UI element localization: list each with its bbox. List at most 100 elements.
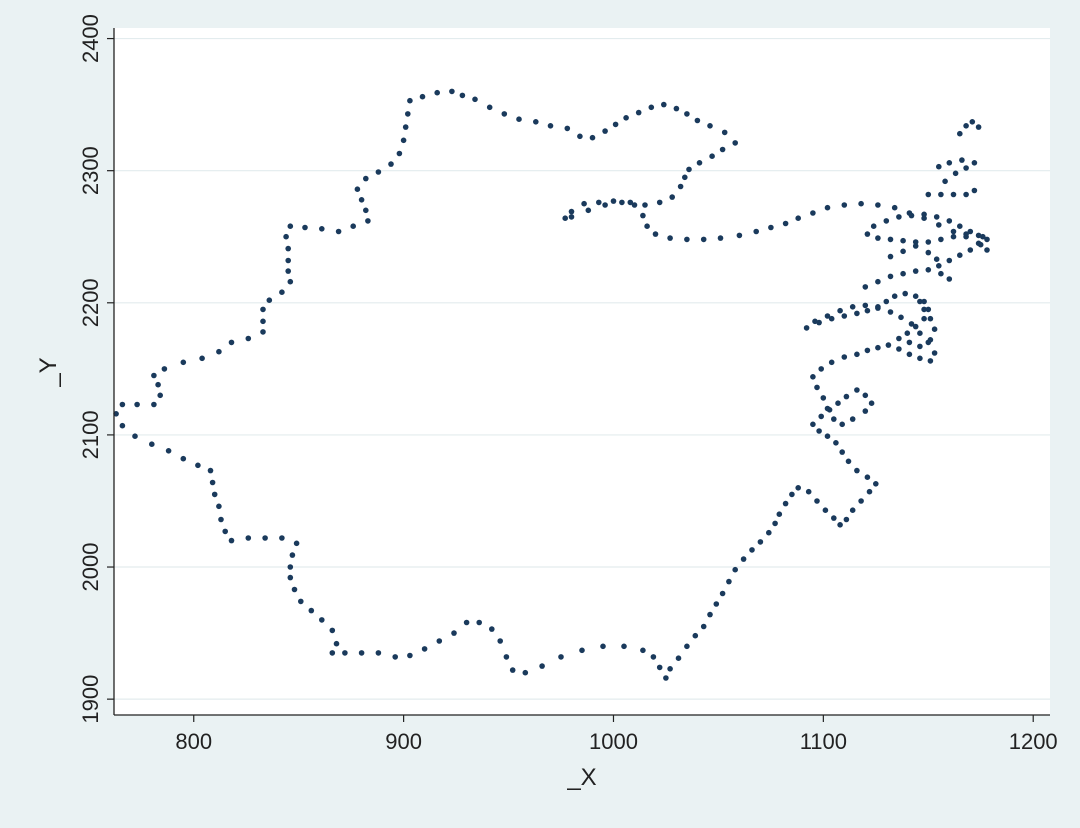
data-point [818, 413, 824, 420]
data-point [245, 535, 252, 541]
data-point [831, 515, 837, 521]
data-point [963, 165, 969, 171]
data-point [837, 307, 843, 314]
data-point [610, 198, 617, 204]
data-point [835, 400, 841, 407]
data-point [822, 507, 829, 513]
data-point [887, 309, 894, 315]
data-point [149, 441, 155, 448]
data-point [803, 325, 810, 331]
data-point [936, 163, 942, 170]
data-point [912, 243, 919, 249]
data-point [963, 231, 969, 237]
data-point [849, 304, 856, 310]
data-point [782, 500, 789, 507]
data-point [726, 578, 732, 585]
data-point [824, 204, 831, 211]
data-point [875, 278, 881, 285]
data-point [449, 88, 455, 95]
data-point [342, 650, 348, 656]
data-point [721, 129, 728, 136]
data-point [967, 247, 974, 253]
data-point [652, 231, 659, 237]
data-point [451, 630, 457, 636]
data-point [849, 507, 856, 513]
data-point [950, 233, 957, 240]
data-point [134, 401, 140, 408]
data-point [161, 366, 168, 372]
data-point [875, 304, 881, 310]
data-point [363, 175, 369, 182]
data-point [931, 326, 938, 333]
data-point [579, 647, 585, 654]
data-point [539, 663, 545, 669]
data-point [971, 187, 978, 194]
data-point [631, 202, 638, 208]
data-point [795, 485, 801, 491]
data-point [917, 355, 923, 362]
data-point [776, 511, 783, 517]
data-point [854, 310, 860, 317]
data-point [476, 619, 483, 626]
data-point [975, 232, 982, 239]
data-point [686, 166, 692, 173]
data-point [260, 329, 266, 335]
data-point [558, 654, 564, 660]
data-point [113, 411, 119, 417]
data-point [938, 191, 944, 198]
data-point [195, 462, 201, 469]
data-point [933, 256, 940, 263]
data-point [969, 119, 976, 125]
data-point [650, 654, 657, 660]
data-point [642, 202, 648, 208]
data-point [816, 428, 822, 434]
data-point [814, 498, 820, 504]
data-point [862, 408, 869, 414]
data-point [719, 590, 726, 597]
data-point [789, 491, 795, 498]
data-point [862, 284, 869, 290]
data-point [700, 236, 707, 243]
data-point [218, 516, 224, 523]
x-tick-label: 1200 [1009, 729, 1058, 754]
data-point [619, 199, 625, 206]
data-point [912, 239, 919, 245]
data-point [862, 392, 869, 399]
data-point [952, 170, 959, 177]
data-point [766, 529, 772, 536]
data-point [596, 199, 602, 206]
data-point [912, 268, 919, 274]
data-point [896, 214, 902, 220]
data-point [931, 350, 938, 356]
data-point [692, 632, 699, 639]
data-point [640, 647, 646, 654]
data-point [925, 249, 932, 256]
data-point [957, 223, 963, 229]
data-point [640, 212, 646, 219]
data-point [363, 207, 369, 214]
data-point [908, 321, 915, 327]
data-point [228, 339, 235, 346]
data-point [509, 667, 516, 673]
data-point [472, 96, 478, 103]
data-point [319, 617, 325, 623]
data-point [843, 393, 850, 400]
data-point [298, 598, 304, 605]
data-point [833, 440, 839, 446]
data-point [358, 650, 365, 656]
data-point [157, 392, 163, 399]
data-point [875, 344, 881, 351]
data-point [971, 160, 978, 166]
data-point [285, 257, 292, 264]
data-point [388, 161, 394, 167]
y-axis-ticks: 1900 2000 2100 2200 2300 2400 [78, 14, 114, 724]
data-point [912, 323, 919, 330]
data-point [921, 298, 927, 305]
data-point [661, 101, 667, 108]
data-point [936, 222, 942, 228]
y-tick-label: 2200 [78, 278, 103, 327]
data-point [667, 235, 673, 241]
data-point [547, 123, 554, 129]
data-point [824, 313, 831, 319]
data-point [216, 503, 222, 510]
